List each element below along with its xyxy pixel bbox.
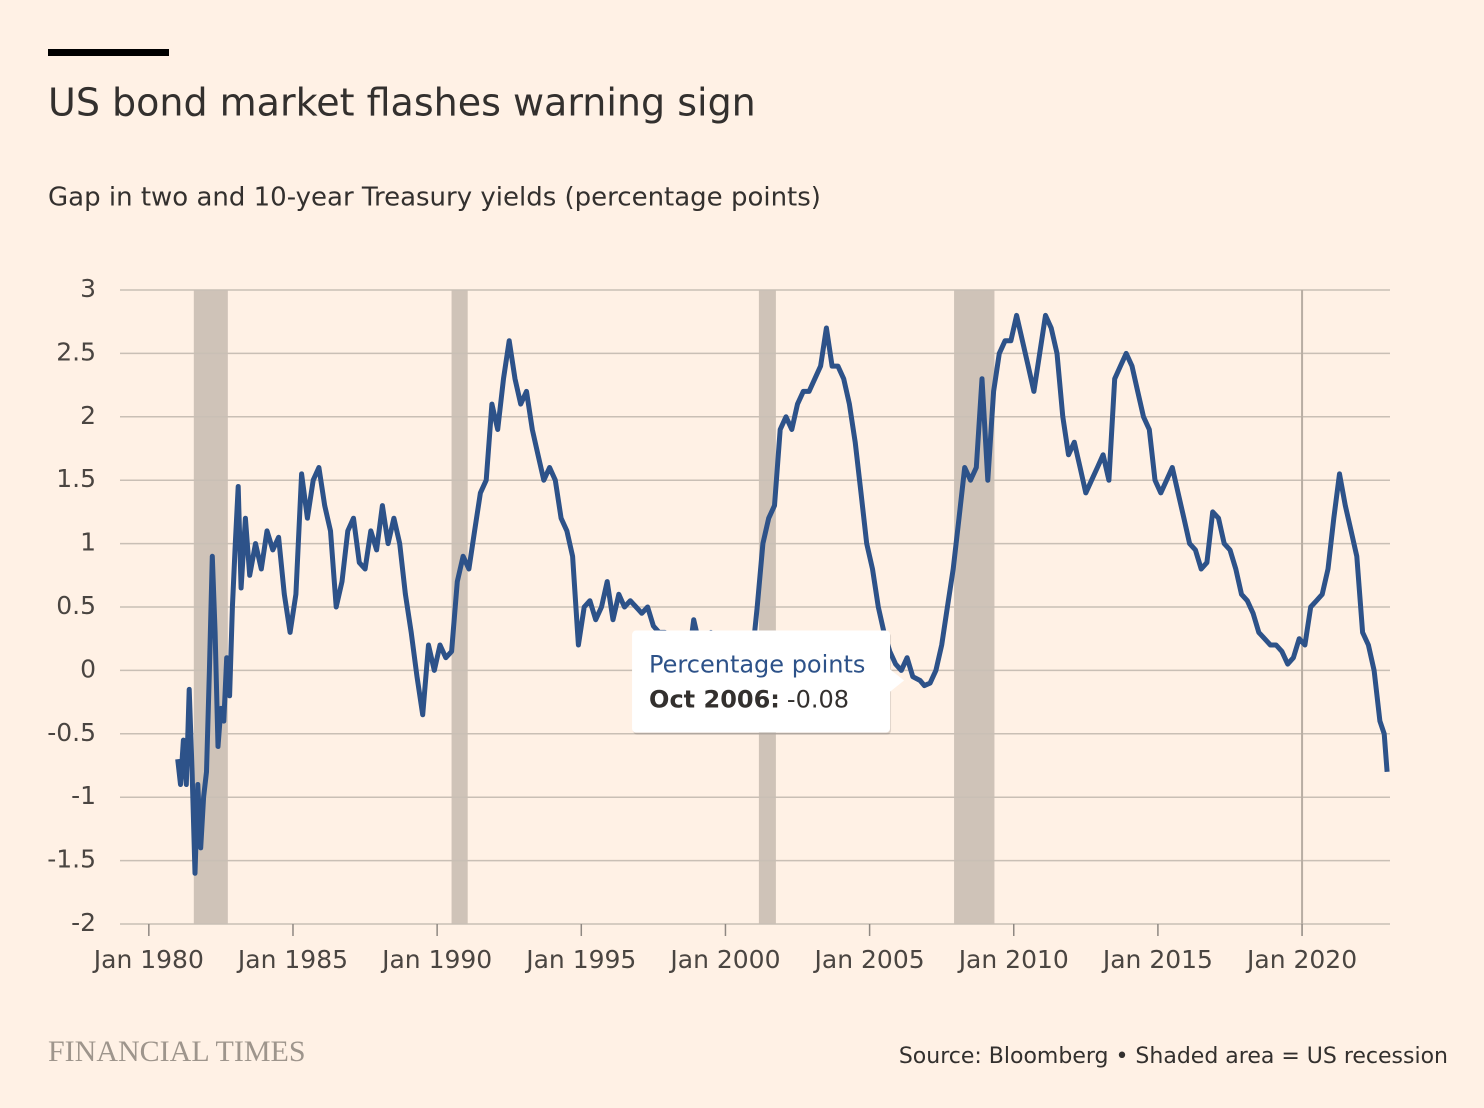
top-bar bbox=[48, 49, 169, 56]
x-tick-label: Jan 2005 bbox=[813, 945, 925, 974]
x-tick-label: Jan 2010 bbox=[957, 945, 1069, 974]
y-tick-label: 3 bbox=[80, 274, 96, 303]
y-tick-label: -1 bbox=[71, 781, 96, 810]
x-tick-label: Jan 1980 bbox=[92, 945, 204, 974]
x-tick-label: Jan 2015 bbox=[1101, 945, 1213, 974]
chart-subtitle: Gap in two and 10-year Treasury yields (… bbox=[48, 183, 821, 213]
y-tick-label: 0 bbox=[80, 654, 96, 683]
y-tick-label: 2 bbox=[80, 401, 96, 430]
tooltip-label: Oct 2006: bbox=[649, 686, 780, 714]
y-tick-label: 0.5 bbox=[56, 591, 96, 620]
x-tick-label: Jan 2020 bbox=[1245, 945, 1357, 974]
y-tick-label: -1.5 bbox=[47, 845, 96, 874]
y-tick-label: 2.5 bbox=[56, 337, 96, 366]
y-tick-label: -0.5 bbox=[47, 718, 96, 747]
x-tick-label: Jan 1985 bbox=[236, 945, 348, 974]
x-tick-label: Jan 2000 bbox=[668, 945, 780, 974]
tooltip-pointer bbox=[889, 668, 905, 693]
tooltip-value: -0.08 bbox=[787, 686, 849, 714]
plot: 3 2.5 2 1.5 1 0.5 0 -0.5 -1 -1.5 -2 Jan 1980 Jan 198… bbox=[47, 274, 1390, 974]
y-tick-label: -2 bbox=[71, 908, 96, 937]
x-tick-label: Jan 1995 bbox=[524, 945, 636, 974]
tooltip-title: Percentage points bbox=[649, 651, 865, 679]
x-tick-label: Jan 1990 bbox=[380, 945, 492, 974]
y-tick-label: 1.5 bbox=[56, 464, 96, 493]
source: Source: Bloomberg • Shaded area = US rec… bbox=[899, 1044, 1448, 1069]
tooltip-box bbox=[632, 630, 891, 733]
chart-title: US bond market flashes warning sign bbox=[48, 81, 756, 125]
y-tick-label: 1 bbox=[80, 528, 96, 557]
tooltip: Percentage points Oct 2006: -0.08 bbox=[632, 630, 905, 735]
brand: FINANCIAL TIMES bbox=[48, 1035, 306, 1068]
